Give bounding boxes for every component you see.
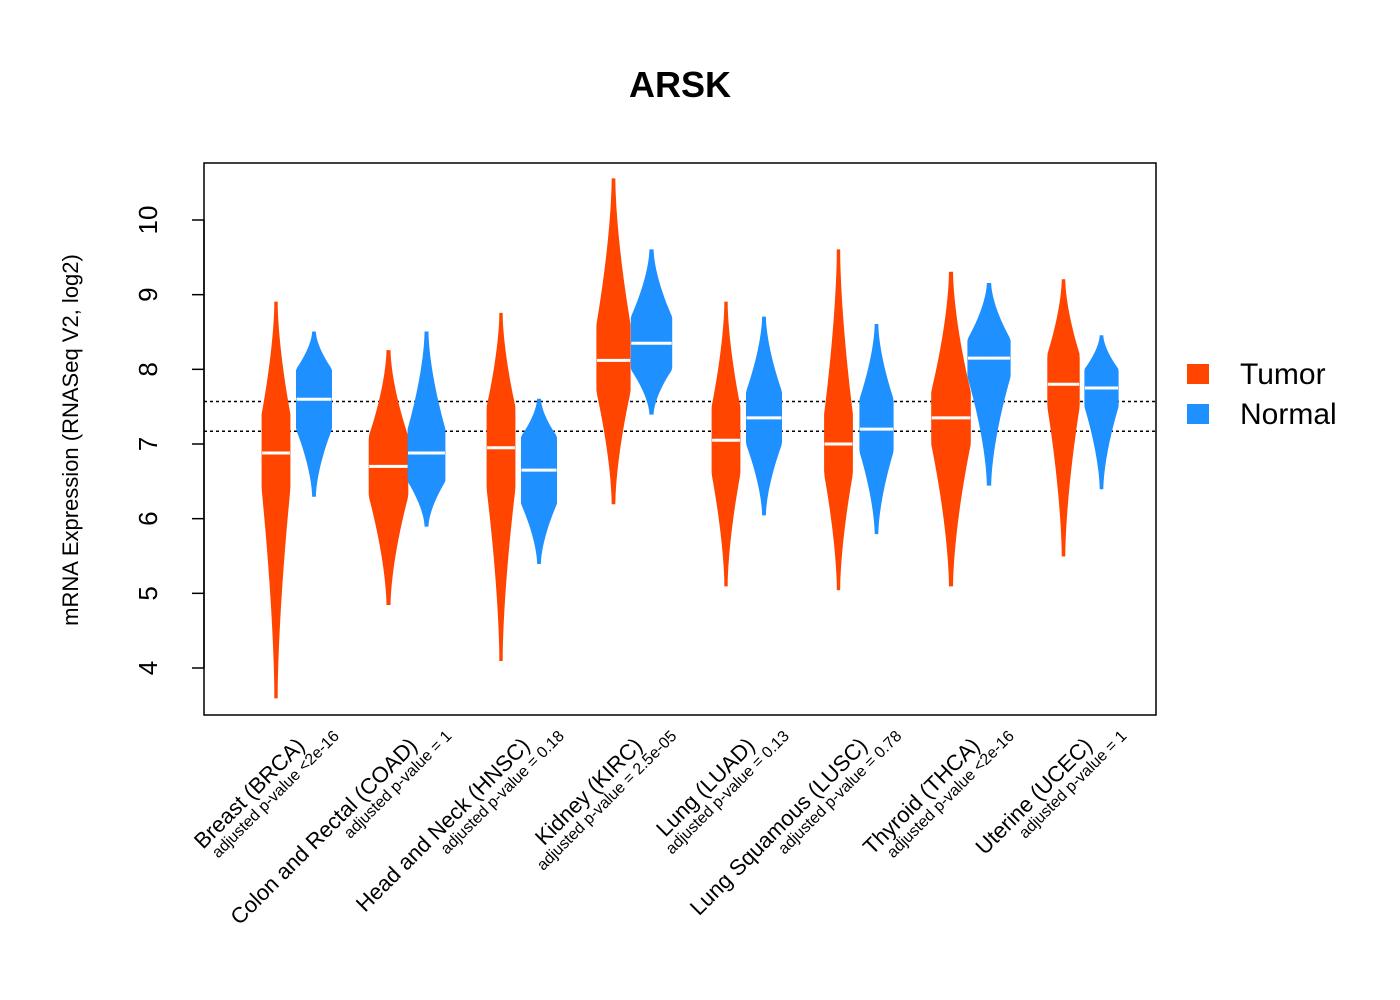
y-tick-label-8: 8 bbox=[133, 362, 163, 376]
x-label-colon-and-rectal-coad: Colon and Rectal (COAD) bbox=[225, 733, 422, 930]
legend-label-normal: Normal bbox=[1240, 398, 1337, 431]
plot-area: Breast (BRCA)adjusted p-value <2e-16Colo… bbox=[133, 162, 1157, 930]
y-tick-label-4: 4 bbox=[133, 661, 163, 675]
legend-swatch-tumor bbox=[1187, 364, 1209, 384]
chart-title: ARSK bbox=[629, 64, 731, 105]
plot-frame bbox=[203, 162, 1157, 716]
legend: Tumor Normal bbox=[1187, 358, 1337, 431]
y-tick-label-7: 7 bbox=[133, 437, 163, 451]
legend-swatch-normal bbox=[1187, 404, 1209, 424]
y-tick-label-9: 9 bbox=[133, 287, 163, 301]
x-label-breast-brca: Breast (BRCA) bbox=[189, 733, 310, 854]
y-tick-label-5: 5 bbox=[133, 586, 163, 600]
legend-label-tumor: Tumor bbox=[1240, 358, 1326, 391]
y-axis-label: mRNA Expression (RNASeq V2, log2) bbox=[58, 254, 83, 626]
y-tick-label-6: 6 bbox=[133, 511, 163, 525]
y-tick-label-10: 10 bbox=[133, 206, 163, 235]
